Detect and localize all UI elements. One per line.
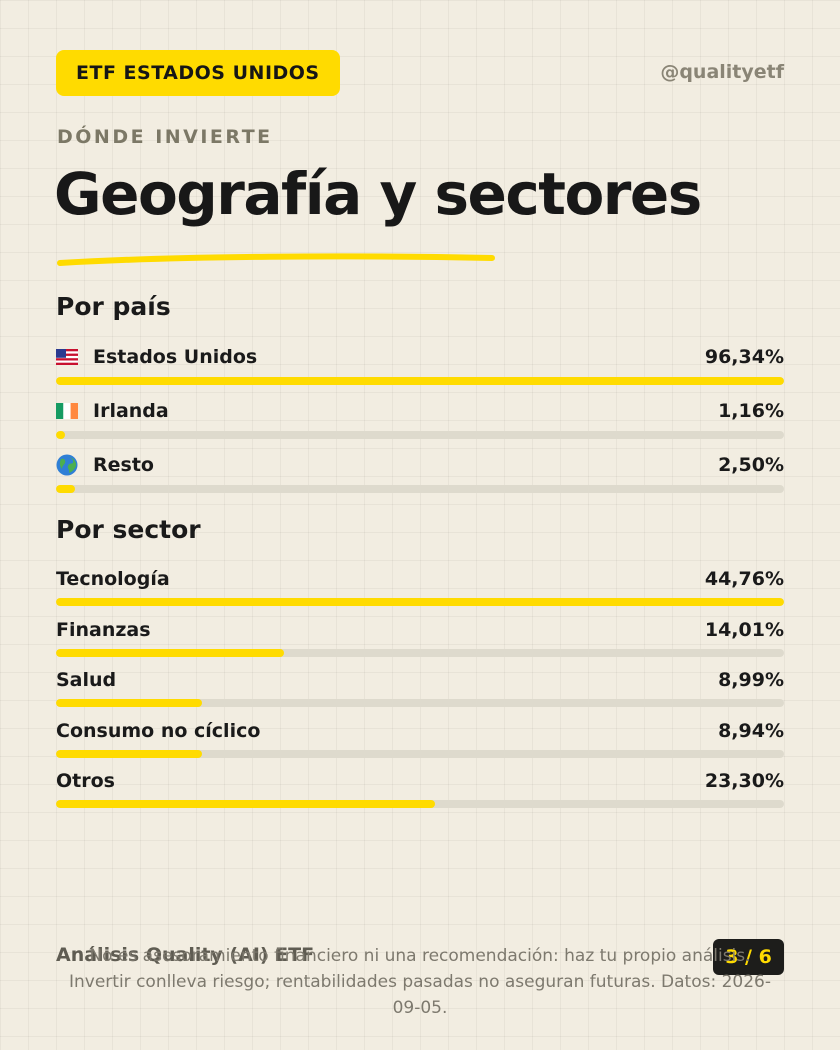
country-bar-fill — [56, 377, 784, 385]
us-flag-icon — [56, 349, 78, 365]
sector-row: Tecnología 44,76% — [56, 565, 784, 606]
sector-bar-track — [56, 649, 784, 657]
sector-percent: 44,76% — [704, 568, 784, 590]
country-bar-fill — [56, 431, 65, 439]
account-handle: @qualityetf — [660, 61, 784, 83]
page-indicator: 3 / 6 — [713, 939, 784, 975]
sector-bar-fill — [56, 699, 203, 707]
sector-bar-fill — [56, 649, 284, 657]
country-section-title: Por país — [56, 292, 171, 321]
sector-label: Otros — [56, 770, 115, 792]
sector-bar-fill — [56, 750, 202, 758]
category-badge: ETF ESTADOS UNIDOS — [56, 50, 340, 96]
section-kicker: DÓNDE INVIERTE — [57, 126, 273, 148]
footer-brand: Análisis Quality (AI) ETF — [56, 944, 315, 966]
ireland-flag-icon — [56, 403, 78, 419]
sector-bar-fill — [56, 800, 435, 808]
country-percent: 2,50% — [718, 454, 784, 476]
sector-percent: 8,94% — [718, 720, 784, 742]
country-bar-track — [56, 431, 784, 439]
sector-bar-track — [56, 699, 784, 707]
sector-label: Consumo no cíclico — [56, 720, 261, 742]
sector-percent: 23,30% — [704, 770, 784, 792]
sector-label: Finanzas — [56, 619, 151, 641]
sector-row: Finanzas 14,01% — [56, 616, 784, 657]
sector-row: Salud 8,99% — [56, 666, 784, 707]
country-row: Irlanda 1,16% — [56, 397, 784, 439]
title-underline — [57, 253, 495, 266]
sector-bar-track — [56, 750, 784, 758]
sector-label: Tecnología — [56, 568, 170, 590]
sector-row: Consumo no cíclico 8,94% — [56, 717, 784, 758]
country-label: Resto — [93, 454, 154, 476]
sector-label: Salud — [56, 669, 117, 691]
sector-row: Otros 23,30% — [56, 767, 784, 808]
country-percent: 96,34% — [704, 346, 784, 368]
sector-percent: 14,01% — [704, 619, 784, 641]
country-row: Resto 2,50% — [56, 451, 784, 493]
sector-bar-fill — [56, 598, 784, 606]
sector-section-title: Por sector — [56, 515, 201, 544]
page-title: Geografía y sectores — [54, 160, 702, 228]
country-label: Irlanda — [93, 400, 169, 422]
globe-icon — [56, 454, 78, 476]
country-bar-fill — [56, 485, 75, 493]
country-bar-track — [56, 485, 784, 493]
country-percent: 1,16% — [718, 400, 784, 422]
sector-bar-track — [56, 598, 784, 606]
country-row: Estados Unidos 96,34% — [56, 343, 784, 385]
sector-percent: 8,99% — [718, 669, 784, 691]
sector-bar-track — [56, 800, 784, 808]
country-label: Estados Unidos — [93, 346, 258, 368]
disclaimer-text: No es asesoramiento financiero ni una re… — [69, 946, 771, 1018]
category-badge-label: ETF ESTADOS UNIDOS — [76, 62, 320, 84]
country-bar-track — [56, 377, 784, 385]
